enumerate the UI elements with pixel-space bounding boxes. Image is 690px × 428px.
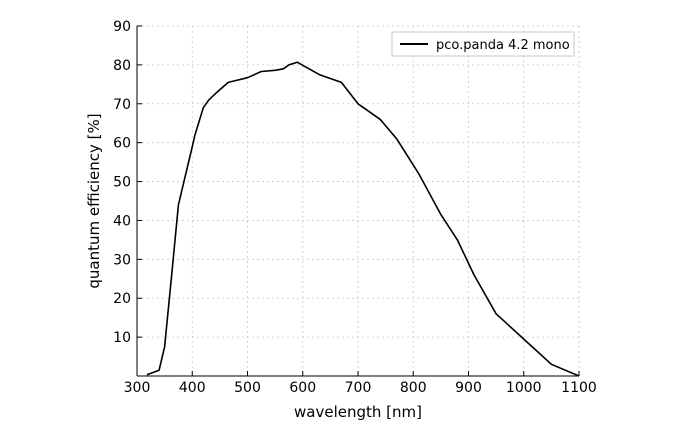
axes	[136, 25, 580, 377]
y-tick-label: 50	[113, 175, 131, 191]
series-line-1	[146, 61, 580, 377]
y-axis-label: quantum efficiency [%]	[85, 113, 103, 288]
x-tick-label: 600	[289, 380, 316, 396]
series-layer	[146, 61, 580, 377]
y-tick-label: 90	[113, 19, 131, 35]
x-tick-label: 1000	[506, 380, 542, 396]
y-tick-label: 10	[113, 330, 131, 346]
x-axis-label: wavelength [nm]	[294, 403, 422, 421]
x-tick-label: 500	[234, 380, 261, 396]
x-tick-label: 900	[455, 380, 482, 396]
legend: pco.panda 4.2 mono	[391, 31, 575, 57]
grid	[137, 25, 580, 376]
x-tick-label: 1100	[561, 380, 597, 396]
x-tick-label: 700	[345, 380, 372, 396]
x-tick-label: 800	[400, 380, 427, 396]
y-tick-label: 70	[113, 97, 131, 113]
x-tick-label: 400	[179, 380, 206, 396]
legend-label: pco.panda 4.2 mono	[436, 38, 570, 53]
tick-labels: 300 400 500 600 700 800 900 1000 1100 10 20 30 40 50 6…	[113, 19, 597, 396]
x-tick-label: 300	[124, 380, 151, 396]
y-tick-label: 40	[113, 213, 131, 229]
y-tick-label: 30	[113, 252, 131, 268]
y-tick-label: 60	[113, 136, 131, 152]
y-tick-label: 80	[113, 58, 131, 74]
y-tick-label: 20	[113, 291, 131, 307]
